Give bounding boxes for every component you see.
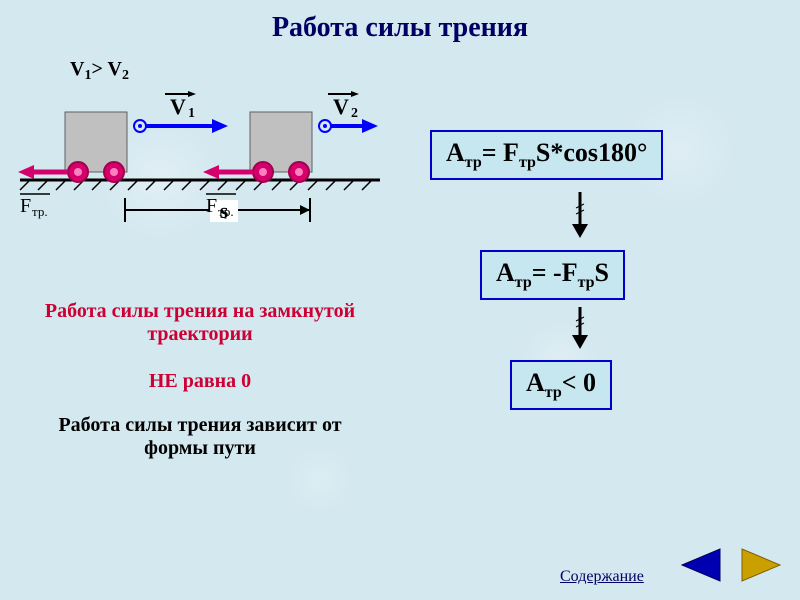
toc-link[interactable]: Содержание xyxy=(560,568,644,586)
svg-text:V: V xyxy=(170,94,186,119)
formula-box-3: Aтр< 0 xyxy=(510,360,612,410)
svg-text:V: V xyxy=(333,94,349,119)
svg-text:1: 1 xyxy=(188,106,195,121)
path-dependence-statement: Работа силы трения зависит от формы пути xyxy=(40,414,360,460)
svg-text:F: F xyxy=(206,195,217,217)
triangle-left-icon xyxy=(680,547,722,583)
closed-path-statement: Работа силы трения на замкнутой траектор… xyxy=(40,300,360,346)
nav-next-button[interactable] xyxy=(740,547,782,588)
down-arrow-1 xyxy=(568,190,592,245)
red-line1: Работа силы трения на замкнутой траектор… xyxy=(45,300,355,345)
red-line2: НЕ равна 0 xyxy=(149,370,251,392)
down-arrow-2 xyxy=(568,305,592,356)
toc-label: Содержание xyxy=(560,568,644,585)
svg-text:2: 2 xyxy=(351,106,358,121)
svg-text:тр.: тр. xyxy=(32,204,48,219)
formula-box-2: Aтр= -FтрS xyxy=(480,250,625,300)
page-title: Работа силы трения xyxy=(0,12,800,44)
title-text: Работа силы трения xyxy=(272,12,528,43)
velocity-comparison: V1> V2 xyxy=(70,58,129,84)
svg-text:тр.: тр. xyxy=(218,204,234,219)
nav-prev-button[interactable] xyxy=(680,547,722,588)
diagram-svg: s V 1 F тр. xyxy=(10,90,400,250)
triangle-right-icon xyxy=(740,547,782,583)
physics-diagram: s V 1 F тр. xyxy=(10,90,400,255)
not-zero-statement: НЕ равна 0 xyxy=(40,370,360,393)
formula-box-1: Aтр= FтрS*соs180° xyxy=(430,130,663,180)
svg-text:F: F xyxy=(20,195,31,217)
black-line: Работа силы трения зависит от формы пути xyxy=(58,414,341,459)
